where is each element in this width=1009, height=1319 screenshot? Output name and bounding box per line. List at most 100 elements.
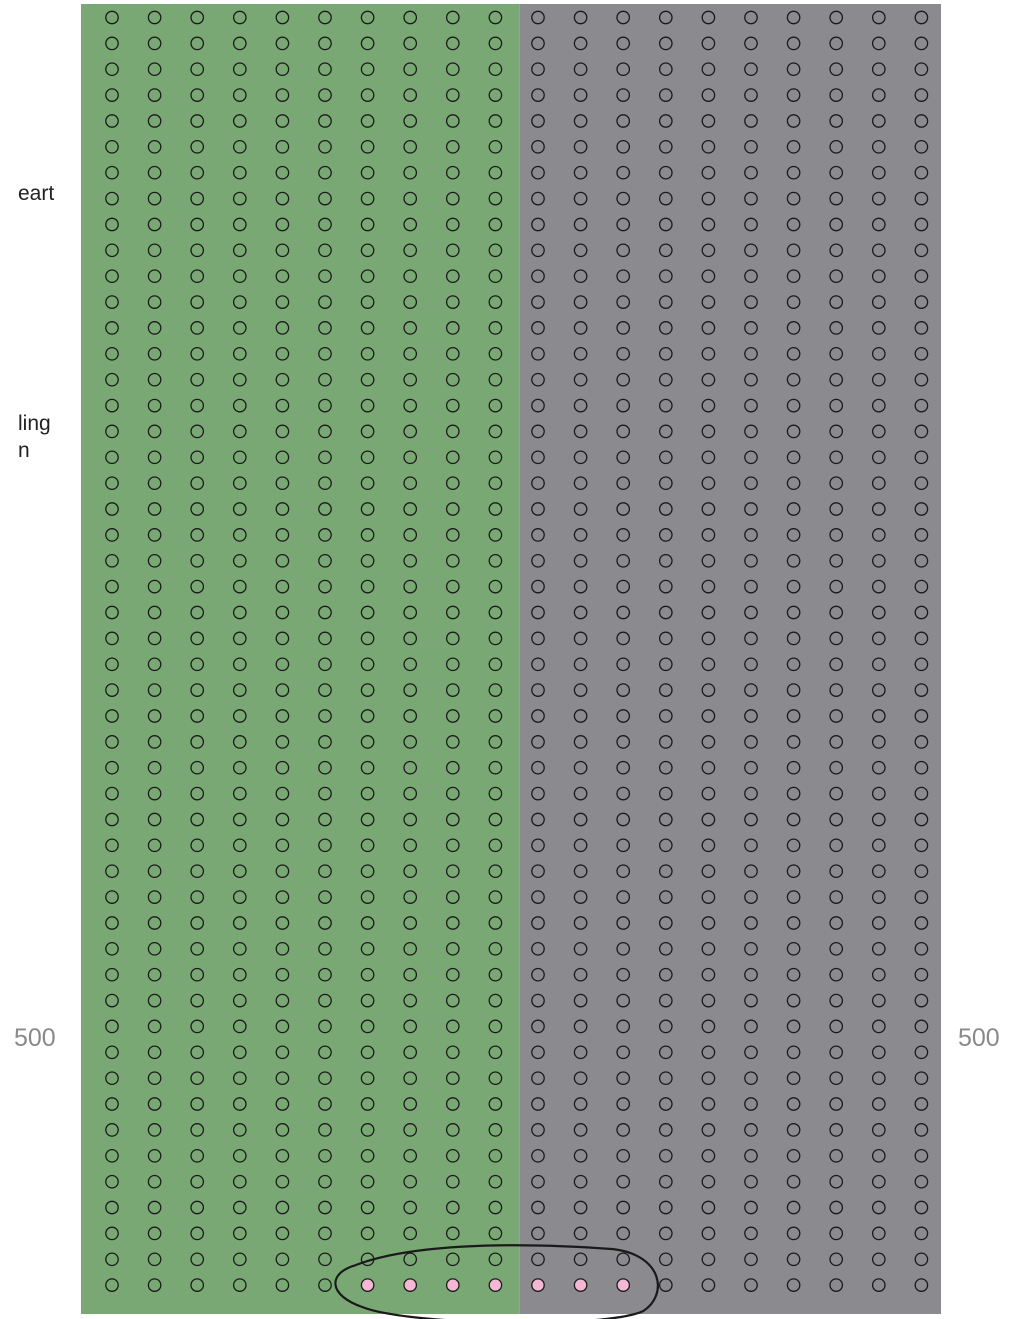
dot	[616, 191, 631, 206]
dot	[616, 1019, 631, 1034]
dot	[488, 295, 503, 309]
dot	[403, 372, 418, 387]
dot	[403, 1045, 418, 1060]
dot	[232, 760, 247, 775]
dot	[488, 631, 503, 646]
dot	[403, 295, 418, 309]
dot	[786, 269, 801, 284]
dot	[701, 398, 716, 413]
dot	[744, 864, 758, 879]
dot	[829, 553, 844, 568]
dot	[658, 217, 673, 232]
dot	[701, 62, 716, 77]
dot	[531, 605, 545, 620]
dot	[531, 398, 545, 413]
dot	[744, 217, 758, 232]
dot	[616, 683, 631, 697]
dot	[190, 139, 205, 154]
dot	[701, 1045, 716, 1060]
dot	[531, 993, 545, 1008]
dot	[147, 1019, 162, 1034]
dot	[829, 217, 844, 232]
highlight-ellipse	[334, 1244, 659, 1319]
dot	[744, 476, 758, 491]
dot	[658, 1071, 673, 1086]
dot	[786, 1123, 801, 1137]
dot	[829, 1252, 844, 1267]
dot	[403, 398, 418, 413]
dot	[658, 243, 673, 258]
dot	[360, 657, 375, 672]
dot	[573, 1200, 588, 1215]
dot	[445, 760, 460, 775]
side-text-ling: ling	[18, 412, 51, 435]
dot	[744, 269, 758, 284]
dot	[275, 1174, 290, 1189]
dot	[573, 114, 588, 128]
dot	[318, 1278, 332, 1292]
dot	[573, 528, 588, 542]
dot	[531, 321, 545, 335]
dot	[190, 1045, 205, 1060]
dot	[914, 217, 929, 232]
highlighted-dot	[616, 1278, 631, 1292]
dot	[445, 1252, 460, 1267]
dot	[105, 812, 119, 827]
dot	[701, 191, 716, 206]
dot	[701, 1200, 716, 1215]
dot	[531, 838, 545, 853]
dot	[232, 1097, 247, 1111]
dot	[744, 450, 758, 465]
dot	[318, 1252, 332, 1267]
dot	[360, 735, 375, 749]
dot	[829, 139, 844, 154]
dot	[318, 916, 332, 930]
dot	[531, 269, 545, 284]
dot	[786, 217, 801, 232]
dot	[701, 683, 716, 697]
dot	[701, 890, 716, 904]
dot	[445, 1097, 460, 1111]
dot	[105, 1278, 119, 1292]
dot	[658, 786, 673, 801]
dot	[318, 1019, 332, 1034]
dot	[616, 605, 631, 620]
dot	[318, 1148, 332, 1163]
dot	[701, 579, 716, 594]
dot	[531, 114, 545, 128]
dot	[445, 1226, 460, 1241]
dot	[829, 1097, 844, 1111]
dot	[573, 993, 588, 1008]
dot	[914, 1148, 929, 1163]
dot	[488, 916, 503, 930]
dot	[531, 890, 545, 904]
dot	[232, 62, 247, 77]
dot	[318, 1174, 332, 1189]
highlighted-dot	[573, 1278, 588, 1292]
dot	[360, 36, 375, 51]
dot	[190, 631, 205, 646]
dot	[658, 579, 673, 594]
dot	[147, 372, 162, 387]
dot	[744, 1148, 758, 1163]
dot	[871, 631, 886, 646]
dot	[829, 424, 844, 439]
dot	[786, 1097, 801, 1111]
dot	[701, 786, 716, 801]
dot	[658, 1045, 673, 1060]
dot	[445, 890, 460, 904]
dot	[616, 941, 631, 956]
dot	[318, 372, 332, 387]
dot	[403, 605, 418, 620]
dot	[744, 1252, 758, 1267]
dot	[573, 165, 588, 180]
dot	[701, 36, 716, 51]
dot	[658, 476, 673, 491]
dot	[403, 941, 418, 956]
dot	[871, 916, 886, 930]
dot	[403, 1071, 418, 1086]
dot	[573, 269, 588, 284]
dot	[360, 191, 375, 206]
dot	[914, 1226, 929, 1241]
dot	[531, 295, 545, 309]
